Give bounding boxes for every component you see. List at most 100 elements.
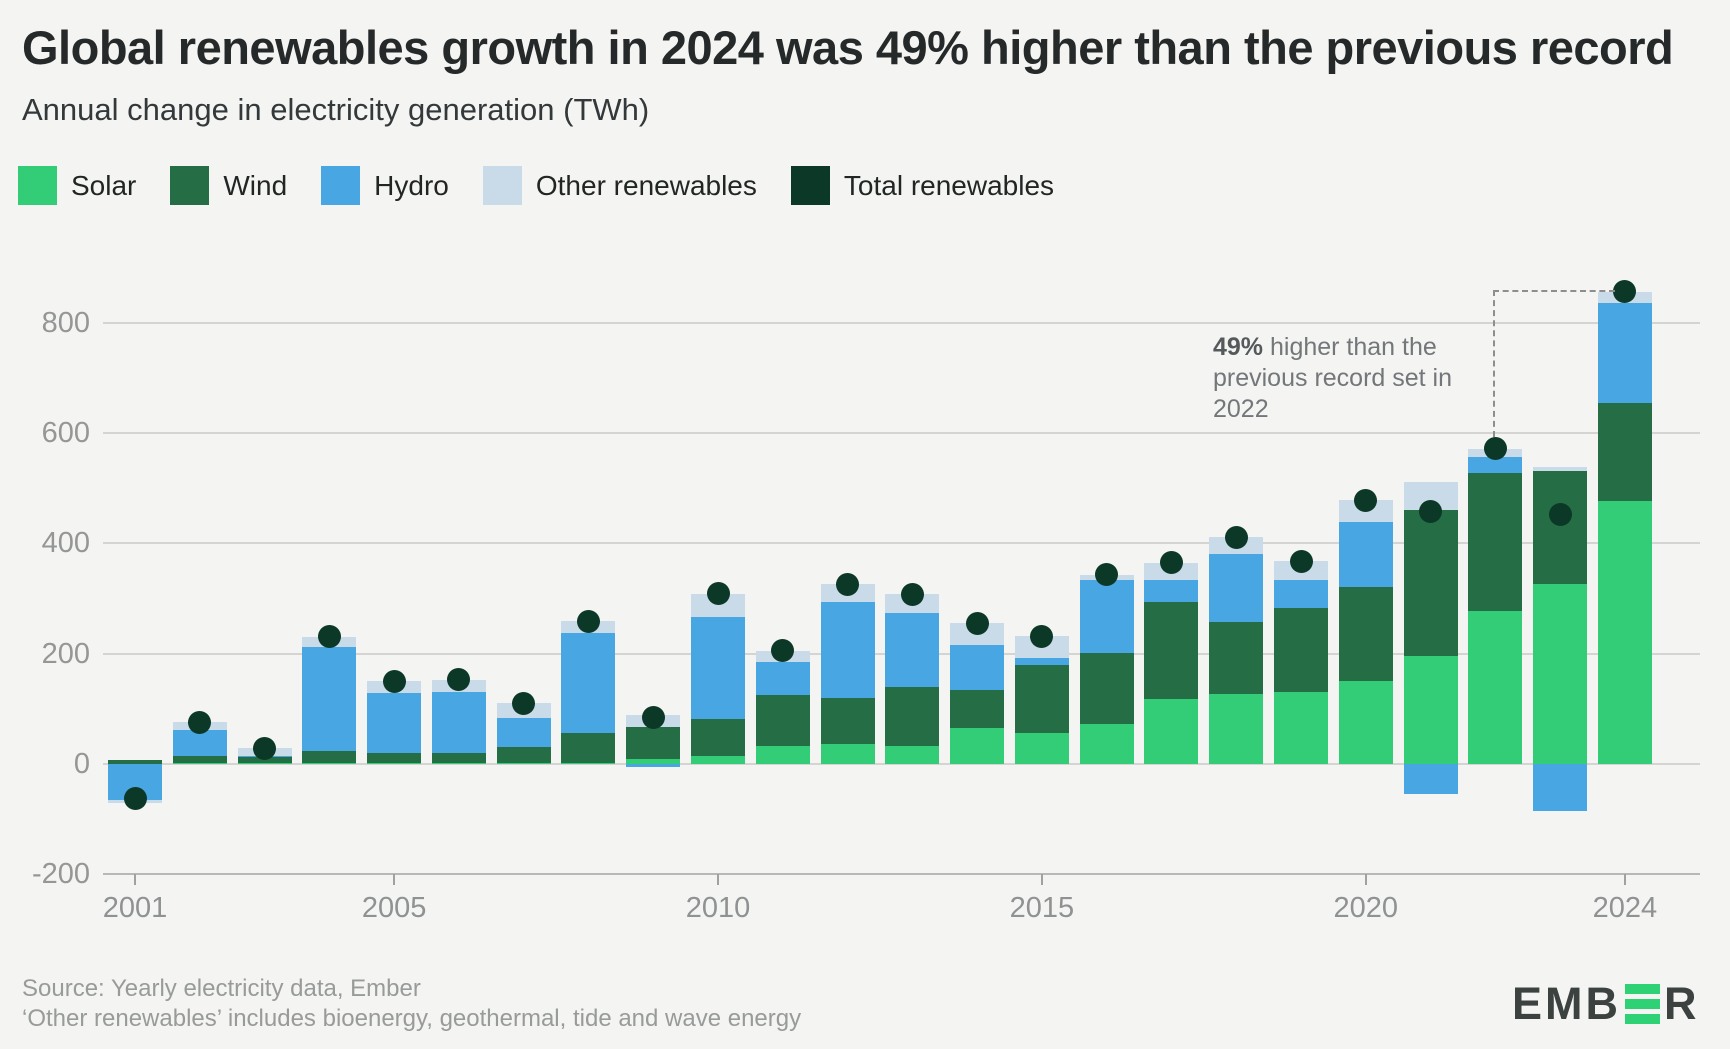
xtick-label-2001: 2001 [102, 892, 168, 924]
total-dot-2016 [1095, 563, 1119, 587]
xtick-label-2010: 2010 [685, 892, 751, 924]
bar-2001-wind [108, 760, 162, 764]
xtick-mark-2015 [1040, 874, 1043, 885]
legend-swatch [790, 166, 830, 205]
xtick-label-2024: 2024 [1592, 892, 1658, 924]
total-dot-2004 [317, 625, 341, 649]
bar-2017-wind [1144, 601, 1199, 700]
bar-2023-solar [1533, 583, 1588, 764]
bar-2015-solar [1014, 732, 1069, 764]
bar-2019-wind [1274, 608, 1329, 693]
bar-2014-wind [950, 689, 1005, 728]
xtick-mark-2001 [134, 874, 136, 885]
bar-2020-wind [1338, 586, 1393, 681]
legend-item-total-renewables: Total renewables [790, 166, 1054, 205]
bar-2014-hydro [950, 644, 1005, 690]
bar-2006-hydro [431, 692, 486, 753]
bar-2012-wind [820, 697, 875, 745]
bar-2008-solar [561, 762, 616, 764]
total-dot-2011 [771, 639, 795, 663]
bar-2019-hydro [1274, 580, 1329, 609]
bar-2020-solar [1338, 680, 1393, 764]
bar-2016-wind [1079, 652, 1134, 725]
ember-logo-green-e-icon [1625, 984, 1660, 1024]
bar-2022-wind [1468, 473, 1523, 612]
bar-2023-hydro [1533, 764, 1588, 811]
bar-2006-solar [431, 763, 486, 764]
legend-item-wind: Wind [170, 166, 287, 205]
bar-2021-wind [1403, 510, 1458, 657]
legend-label: Hydro [374, 169, 449, 201]
plot-area [103, 280, 1700, 876]
record-annotation-percent: 49% [1213, 333, 1264, 361]
total-dot-2024 [1613, 280, 1637, 304]
bar-2007-wind [496, 747, 551, 763]
xtick-label-2015: 2015 [1009, 892, 1075, 924]
bar-2011-solar [755, 745, 810, 764]
bar-2006-wind [431, 752, 486, 764]
bar-2013-solar [885, 745, 940, 764]
total-dot-2015 [1030, 624, 1054, 648]
bar-2017-solar [1144, 699, 1199, 764]
bar-2021-hydro [1403, 764, 1458, 794]
xtick-mark-2020 [1364, 874, 1367, 885]
bar-2010-other-renewables [691, 593, 746, 617]
bar-2016-solar [1079, 724, 1134, 764]
bar-2018-wind [1209, 622, 1264, 694]
bar-2018-solar [1209, 693, 1264, 764]
total-dot-2003 [253, 736, 277, 760]
legend-swatch [482, 166, 522, 205]
ytick-label--200: -200 [31, 858, 90, 891]
bar-2005-wind [367, 752, 422, 764]
bar-2013-wind [885, 686, 940, 746]
ytick-label-200: 200 [41, 637, 90, 670]
ember-logo-text-emb: EMB [1512, 978, 1621, 1029]
record-annotation: 49% higher than the previous record set … [1213, 332, 1485, 425]
total-dot-2023 [1548, 502, 1572, 526]
bar-2010-hydro [691, 616, 746, 720]
bar-2002-hydro [172, 729, 227, 757]
bar-2017-hydro [1144, 580, 1199, 602]
xtick-label-2005: 2005 [361, 892, 427, 924]
bar-2022-hydro [1468, 457, 1523, 474]
legend: Solar Wind Hydro Other renewables Total rene… [18, 166, 1054, 205]
bar-2024-solar [1597, 501, 1652, 764]
bar-2023-wind [1533, 471, 1588, 584]
total-dot-2005 [382, 669, 406, 693]
bar-2002-wind [172, 756, 227, 764]
bar-2004-hydro [302, 646, 357, 752]
bar-2007-hydro [496, 717, 551, 748]
bar-2009-wind [626, 727, 681, 760]
total-dot-2018 [1224, 525, 1248, 549]
bar-2018-hydro [1209, 554, 1264, 623]
total-dot-2021 [1419, 499, 1443, 523]
bar-2012-hydro [820, 602, 875, 698]
xtick-mark-2010 [717, 874, 720, 885]
total-dot-2002 [188, 710, 212, 734]
total-dot-2007 [512, 691, 536, 715]
bar-2020-hydro [1338, 522, 1393, 587]
bar-2016-hydro [1079, 580, 1134, 653]
ytick-label-800: 800 [41, 306, 90, 339]
xtick-label-2020: 2020 [1333, 892, 1399, 924]
bar-2024-wind [1597, 402, 1652, 502]
total-dot-2020 [1354, 488, 1378, 512]
bar-2010-solar [691, 755, 746, 764]
legend-swatch [170, 166, 210, 205]
bar-2004-solar [302, 763, 357, 764]
bar-2015-hydro [1014, 658, 1069, 665]
bar-2009-solar [626, 759, 681, 764]
legend-swatch [321, 166, 361, 205]
xtick-mark-2024 [1623, 874, 1626, 885]
bar-2010-wind [691, 719, 746, 756]
bar-2011-wind [755, 694, 810, 746]
gridline-800 [103, 321, 1700, 324]
bar-2021-solar [1403, 656, 1458, 764]
source-line: Source: Yearly electricity data, Ember [22, 975, 421, 1002]
bar-2011-hydro [755, 661, 810, 695]
bar-2024-hydro [1597, 302, 1652, 403]
bar-2008-wind [561, 732, 616, 763]
gridline-0 [103, 763, 1700, 765]
bar-2012-solar [820, 744, 875, 764]
